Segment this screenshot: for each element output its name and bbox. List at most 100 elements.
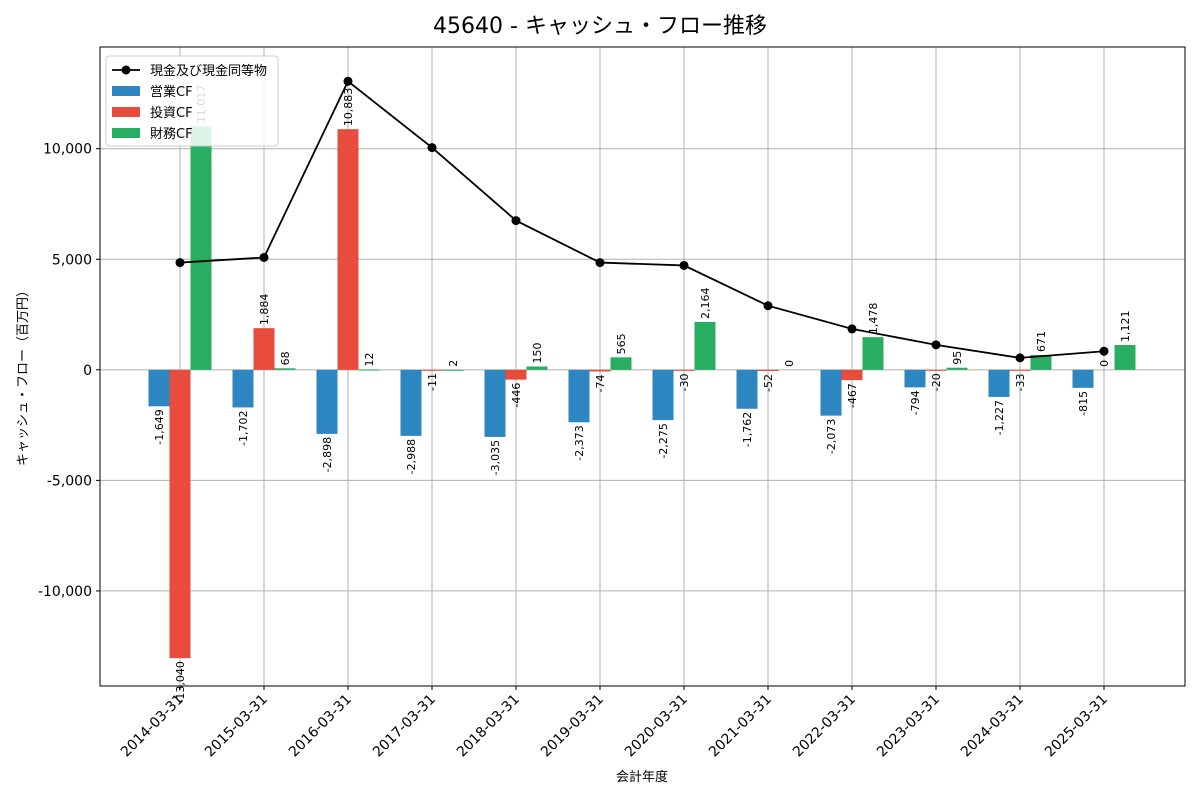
legend-line-marker <box>121 65 131 75</box>
bar-value-label: -20 <box>930 373 943 391</box>
bar-operating <box>1072 369 1094 388</box>
bar-value-label: 1,121 <box>1119 311 1132 343</box>
bar-investing <box>925 369 947 371</box>
bar-investing <box>253 328 275 370</box>
bar-labels: -1,649 -1,702 -2,898 -2,988 -3,035 -2,373 -2,2… <box>153 85 1132 704</box>
bar-value-label: -1,649 <box>153 409 166 444</box>
x-tick-label: 2021-03-31 <box>706 692 775 761</box>
bar-investing <box>841 369 863 381</box>
cash-line-point <box>763 301 773 311</box>
legend-bar-swatch <box>112 86 140 96</box>
bar-financing <box>190 126 212 370</box>
bar-value-label: -1,762 <box>741 412 754 447</box>
bar-value-label: 565 <box>615 333 628 354</box>
bar-investing <box>505 369 527 380</box>
x-tick-label: 2025-03-31 <box>1042 692 1111 761</box>
x-axis-label: 会計年度 <box>616 769 668 785</box>
bar-value-label: -13,040 <box>174 661 187 703</box>
bar-value-label: 2 <box>447 360 460 367</box>
bar-value-label: 0 <box>1098 360 1111 367</box>
bar-operating <box>484 369 506 437</box>
cash-line-point <box>931 340 941 350</box>
bar-financing <box>358 369 380 371</box>
bar-value-label: -2,073 <box>825 419 838 454</box>
bar-value-label: -815 <box>1077 391 1090 416</box>
cash-line-point <box>343 76 353 86</box>
bar-value-label: -3,035 <box>489 440 502 475</box>
y-tick-label: -5,000 <box>47 473 92 489</box>
x-tick-label: 2017-03-31 <box>370 692 439 761</box>
bar-investing <box>589 369 611 372</box>
bar-value-label: -2,988 <box>405 439 418 474</box>
cash-line-path <box>179 79 1105 359</box>
bar-value-label: 10,883 <box>342 88 355 127</box>
x-tick-label: 2023-03-31 <box>874 692 943 761</box>
bar-financing <box>274 368 296 370</box>
bar-value-label: -794 <box>909 390 922 415</box>
bar-operating <box>904 369 926 388</box>
bar-financing <box>862 337 884 370</box>
bar-operating <box>568 369 590 423</box>
bar-value-label: 95 <box>951 351 964 365</box>
bar-financing <box>610 357 632 370</box>
bar-value-label: -33 <box>1014 374 1027 392</box>
bar-financing <box>526 366 548 370</box>
bar-value-label: -1,702 <box>237 410 250 445</box>
bar-operating <box>400 369 422 436</box>
bar-value-label: 1,884 <box>258 294 271 326</box>
x-tick-label: 2015-03-31 <box>202 692 271 761</box>
x-tick-label: 2024-03-31 <box>958 692 1027 761</box>
bar-value-label: -2,373 <box>573 425 586 460</box>
bar-investing <box>421 369 443 371</box>
cash-line-point <box>175 258 185 268</box>
bar-value-label: -467 <box>846 383 859 408</box>
bar-value-label: -52 <box>762 374 775 392</box>
bar-value-label: -74 <box>594 374 607 392</box>
x-tick-label: 2018-03-31 <box>454 692 523 761</box>
legend-entry-label: 財務CF <box>150 127 193 142</box>
bar-value-label: 68 <box>279 351 292 365</box>
cash-line <box>175 76 1109 363</box>
bar-investing <box>337 129 359 370</box>
bar-value-label: -2,275 <box>657 423 670 458</box>
x-tick-label: 2022-03-31 <box>790 692 859 761</box>
bar-value-label: -11 <box>426 373 439 391</box>
bar-operating <box>736 369 758 409</box>
bar-financing <box>694 321 716 370</box>
bar-value-label: 0 <box>783 360 796 367</box>
y-tick-label: 10,000 <box>43 142 92 158</box>
bar-value-label: -30 <box>678 373 691 391</box>
bar-financing <box>946 367 968 370</box>
bar-financing <box>1030 354 1052 370</box>
bar-value-label: -446 <box>510 383 523 408</box>
bar-investing <box>169 369 191 659</box>
legend-entry-label: 営業CF <box>150 84 193 100</box>
bar-operating <box>232 369 254 408</box>
bar-value-label: -1,227 <box>993 400 1006 435</box>
y-tick-label: 0 <box>83 363 92 379</box>
bar-financing <box>1114 345 1136 370</box>
cash-line-point <box>595 258 605 268</box>
x-tick-label: 2020-03-31 <box>622 692 691 761</box>
legend-entry-label: 投資CF <box>150 105 193 121</box>
bar-operating <box>148 369 170 407</box>
plot-frame <box>99 46 1186 687</box>
legend-bar-swatch <box>112 128 140 138</box>
legend-bar-swatch <box>112 107 140 117</box>
bar-value-label: 150 <box>531 343 544 364</box>
bar-operating <box>988 369 1010 397</box>
x-tick-label: 2014-03-31 <box>118 692 187 761</box>
cash-line-point <box>259 252 269 262</box>
bar-investing <box>673 369 695 371</box>
y-tick-label: 5,000 <box>52 252 92 268</box>
bar-investing <box>1009 369 1031 371</box>
cash-line-point <box>679 260 689 270</box>
bar-investing <box>757 369 779 371</box>
bar-operating <box>820 369 842 416</box>
legend-entry-label: 現金及び現金同等物 <box>150 63 267 79</box>
bar-value-label: -2,898 <box>321 437 334 472</box>
cash-line-point <box>511 216 521 226</box>
bar-value-label: 1,478 <box>867 303 880 335</box>
